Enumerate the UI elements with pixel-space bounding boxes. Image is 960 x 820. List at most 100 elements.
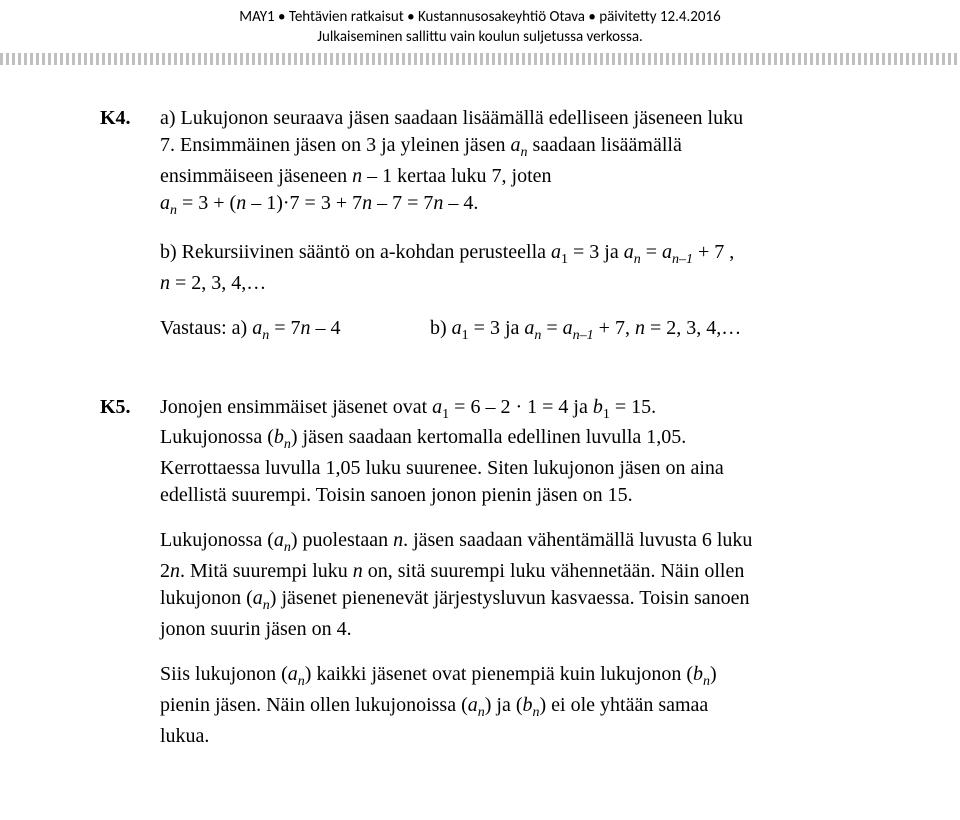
sym-b-2: b: [274, 426, 284, 448]
k4-a-eq-2: – 1)·7 = 3 + 7: [246, 192, 362, 214]
k4-a-eq-1: = 3 + (: [177, 192, 236, 214]
k5-p3-l1-mid: ) kaikki jäsenet ovat pienempiä kuin luk…: [305, 663, 693, 685]
k4-ans-b-post: + 7,: [594, 317, 635, 339]
k4-b-text-5: = 2, 3, 4,…: [170, 272, 266, 294]
header-stripes: [0, 53, 960, 65]
sub-nm1-b: n–1: [573, 328, 594, 343]
sym-n-sub-6: n: [284, 437, 291, 452]
k5-p3-l2-pre: pienin jäsen. Näin ollen lukujonoissa (: [160, 694, 468, 716]
sym-n: n: [352, 165, 362, 187]
sym-a-2: a: [160, 192, 170, 214]
sym-n-4: n: [433, 192, 443, 214]
k4-a-eq-4: – 4.: [443, 192, 478, 214]
sym-a-10: a: [432, 396, 442, 418]
sym-n-9: n: [170, 560, 180, 582]
k4-part-a: a) Lukujonon seuraava jäsen saadaan lisä…: [160, 105, 860, 221]
k4-ans-b-pre: b): [430, 317, 452, 339]
k5-p2-l3-pre: lukujonon (: [160, 587, 253, 609]
k5-p1-b: = 6 – 2 · 1 = 4 ja: [449, 396, 593, 418]
sym-a-8: a: [524, 317, 534, 339]
k4-a-text-3a: ensimmäiseen jäseneen: [160, 165, 352, 187]
sym-n-10: n: [353, 560, 363, 582]
sym-n-sub-8: n: [263, 598, 270, 613]
k4-answer-a: Vastaus: a) an = 7n – 4: [160, 315, 430, 346]
k4-ans-b-a1: = 3 ja: [469, 317, 525, 339]
sym-n-sub-7: n: [284, 540, 291, 555]
k4-ans-a-post: – 4: [311, 317, 341, 339]
sym-b-1: b: [593, 396, 603, 418]
sym-a-4: a: [624, 241, 634, 263]
sym-n-sub-9: n: [298, 674, 305, 689]
sym-a-12: a: [253, 587, 263, 609]
k5-p2-pre: Lukujonossa (: [160, 529, 274, 551]
header-line-1: MAY1 • Tehtävien ratkaisut • Kustannusos…: [0, 8, 960, 28]
k5-para-3: Siis lukujonon (an) kaikki jäsenet ovat …: [160, 661, 860, 750]
sym-n-sub-2: n: [170, 203, 177, 218]
k5-p2-l4: jonon suurin jäsen on 4.: [160, 618, 352, 640]
k4-a-text-2b: saadaan lisäämällä: [527, 134, 681, 156]
sub-1-d: 1: [603, 407, 610, 422]
sym-n-2: n: [236, 192, 246, 214]
sym-a-5: a: [662, 241, 672, 263]
k5-p2-mid: ) puolestaan: [291, 529, 393, 551]
sym-a-6: a: [252, 317, 262, 339]
sym-a-7: a: [452, 317, 462, 339]
k4-b-text-2: = 3 ja: [568, 241, 624, 263]
k4-b-text-1: b) Rekursiivinen sääntö on a-kohdan peru…: [160, 241, 551, 263]
k5-p1-l4: edellistä suurempi. Toisin sanoen jonon …: [160, 484, 633, 506]
answer-label: Vastaus:: [160, 317, 232, 339]
problem-k5: K5. Jonojen ensimmäiset jäsenet ovat a 1 …: [100, 394, 860, 750]
k4-answer-b: b) a1 = 3 ja an = an–1 + 7, n = 2, 3, 4,…: [430, 315, 860, 346]
k5-p2-l2-pre: 2: [160, 560, 170, 582]
k5-p1-a: Jonojen ensimmäiset jäsenet ovat: [160, 396, 432, 418]
k4-answer: Vastaus: a) an = 7n – 4 b) a1 = 3 ja an …: [160, 315, 860, 346]
sym-n-7: n: [635, 317, 645, 339]
sym-a-13: a: [288, 663, 298, 685]
sym-n-sub-10: n: [703, 674, 710, 689]
problem-k5-body: Jonojen ensimmäiset jäsenet ovat a 1 = 6 …: [160, 394, 860, 750]
k4-a-text-3b: – 1 kertaa luku 7, joten: [362, 165, 551, 187]
k4-a-eq-3: – 7 = 7: [372, 192, 433, 214]
k5-p3-l3: lukua.: [160, 725, 209, 747]
problem-k5-label: K5.: [100, 394, 160, 750]
page-header: MAY1 • Tehtävien ratkaisut • Kustannusos…: [0, 0, 960, 47]
k4-ans-a-pre: a): [232, 317, 253, 339]
sym-n-sub-12: n: [533, 705, 540, 720]
sym-n-sub-11: n: [478, 705, 485, 720]
k4-ans-b-eq: =: [541, 317, 562, 339]
sym-a: a: [510, 134, 520, 156]
problem-k4-label: K4.: [100, 105, 160, 364]
sym-a-9: a: [563, 317, 573, 339]
k5-p1-l2-post: ) jäsen saadaan kertomalla edellinen luv…: [291, 426, 686, 448]
k5-p1-c: = 15.: [610, 396, 656, 418]
k5-p3-l2-post: ) ei ole yhtään samaa: [540, 694, 709, 716]
k4-a-text-1: a) Lukujonon seuraava jäsen saadaan lisä…: [160, 107, 743, 129]
document-content: K4. a) Lukujonon seuraava jäsen saadaan …: [0, 65, 960, 820]
sym-n-6: n: [301, 317, 311, 339]
sym-n-3: n: [362, 192, 372, 214]
k5-para-1: Jonojen ensimmäiset jäsenet ovat a 1 = 6 …: [160, 394, 860, 510]
k5-p1-l3: Kerrottaessa luvulla 1,05 luku suurenee.…: [160, 457, 724, 479]
sym-b-3: b: [693, 663, 703, 685]
k5-p2-post: . jäsen saadaan vähentämällä luvusta 6 l…: [403, 529, 752, 551]
sym-n-8: n: [393, 529, 403, 551]
k4-a-text-2a: 7. Ensimmäinen jäsen on 3 ja yleinen jäs…: [160, 134, 510, 156]
problem-k4-body: a) Lukujonon seuraava jäsen saadaan lisä…: [160, 105, 860, 364]
k5-p3-l1-post: ): [710, 663, 717, 685]
k5-p3-l2-mid: ) ja (: [485, 694, 523, 716]
k5-p2-l2-mid: . Mitä suurempi luku: [180, 560, 353, 582]
sym-b-4: b: [523, 694, 533, 716]
sym-a-3: a: [551, 241, 561, 263]
header-line-2: Julkaiseminen sallittu vain koulun sulje…: [0, 28, 960, 48]
sym-a-14: a: [468, 694, 478, 716]
k4-b-text-4: + 7 ,: [693, 241, 734, 263]
sub-1: 1: [561, 252, 568, 267]
k5-p2-l3-post: ) jäsenet pienenevät järjestysluvun kasv…: [270, 587, 750, 609]
sym-a-11: a: [274, 529, 284, 551]
k4-part-b: b) Rekursiivinen sääntö on a-kohdan peru…: [160, 239, 860, 297]
k5-p3-l1-pre: Siis lukujonon (: [160, 663, 288, 685]
k4-b-text-3: =: [641, 241, 662, 263]
problem-k4: K4. a) Lukujonon seuraava jäsen saadaan …: [100, 105, 860, 364]
k4-ans-b-n: = 2, 3, 4,…: [645, 317, 741, 339]
sub-1-b: 1: [462, 328, 469, 343]
